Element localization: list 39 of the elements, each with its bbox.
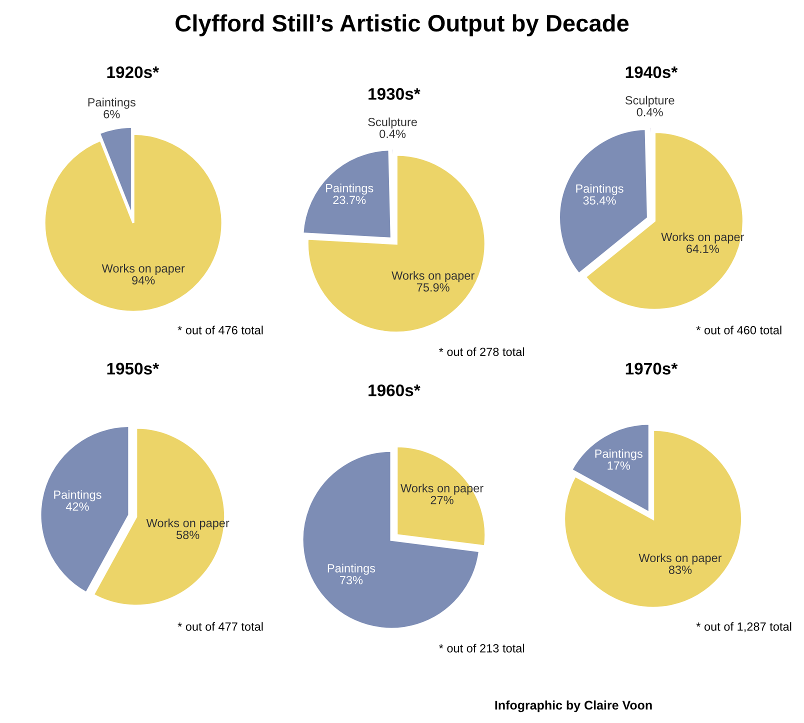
text: Clyfford Still’s Artistic Output by Decade <box>176 14 629 36</box>
slice-label: Works on paper <box>392 271 474 282</box>
chart-title: 1940s* <box>626 66 678 78</box>
data-label: 0.4% <box>636 108 663 116</box>
text: * out of 476 total <box>178 326 263 334</box>
slice-label: Paintings <box>328 564 376 575</box>
chart-title: 1960s* <box>368 384 420 396</box>
chart-title: 1970s* <box>626 362 678 375</box>
slice-label: Sculpture <box>625 96 674 107</box>
data-label: 42% <box>66 502 89 511</box>
data-label: 73% <box>340 576 363 584</box>
slice-label: Paintings <box>595 449 642 460</box>
text: * out of 213 total <box>439 644 524 652</box>
data-label: 58% <box>176 530 200 540</box>
data-label: 23.7% <box>333 196 366 204</box>
text: * out of 460 total <box>696 326 782 334</box>
text: Infographic by Claire Voon <box>495 700 652 712</box>
data-label: 75.9% <box>416 283 450 292</box>
data-label: 94% <box>132 276 155 284</box>
data-label: 35.4% <box>583 196 616 205</box>
text: * out of 477 total <box>178 622 263 631</box>
chart-title: 1920s* <box>107 66 160 78</box>
data-label: 0.4% <box>380 130 406 138</box>
slice-label: Works on paper <box>102 264 185 275</box>
data-label: 17% <box>608 461 630 470</box>
slice-label: Paintings <box>54 490 102 502</box>
data-label: 27% <box>430 496 454 504</box>
data-label: 64.1% <box>686 244 719 254</box>
slice-label: Paintings <box>326 184 374 195</box>
slice-label: Paintings <box>576 184 624 196</box>
text: * out of 1,287 total <box>696 622 792 632</box>
chart-title: 1950s* <box>107 362 160 375</box>
text: * out of 278 total <box>439 347 524 356</box>
chart-title: 1930s* <box>368 88 420 100</box>
data-label: 83% <box>668 566 692 574</box>
slice-label: Sculpture <box>368 118 417 129</box>
slice-label: Paintings <box>88 98 136 109</box>
slice-label: Works on paper <box>638 553 722 564</box>
data-label: 6% <box>104 110 120 118</box>
